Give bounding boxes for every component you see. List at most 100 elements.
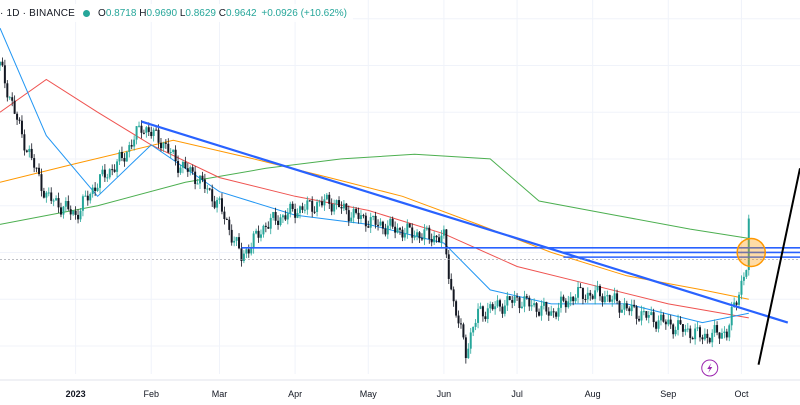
candle-body <box>608 295 611 302</box>
candle-body <box>694 328 697 340</box>
candle-body <box>581 287 584 299</box>
candle-body <box>659 314 662 321</box>
candle-body <box>299 206 301 214</box>
candle-body <box>155 129 158 131</box>
candle-body <box>511 300 514 303</box>
candle-body <box>513 296 516 303</box>
candle-body <box>647 315 650 318</box>
candle-body <box>11 97 14 101</box>
candle-body <box>172 149 175 153</box>
candle-body <box>277 220 280 225</box>
candle-body <box>403 233 406 238</box>
candle-body <box>484 316 487 320</box>
candle-body <box>369 217 372 228</box>
candle-body <box>28 148 31 152</box>
candle-body <box>533 303 536 306</box>
candle-body <box>218 198 221 200</box>
candle-body <box>235 237 238 241</box>
candle-body <box>113 169 116 172</box>
candle-body <box>38 167 41 175</box>
candle-body <box>69 209 72 215</box>
candle-body <box>462 324 465 338</box>
close-label: C <box>218 7 226 19</box>
candle-body <box>508 296 511 301</box>
candle-body <box>138 125 141 127</box>
candle-body <box>396 228 399 233</box>
candle-body <box>691 337 694 340</box>
candle-body <box>430 238 433 243</box>
x-tick-label: Apr <box>288 389 302 399</box>
candle-body <box>528 297 531 307</box>
candle-body <box>213 201 216 208</box>
candle-body <box>118 151 121 162</box>
candle-body <box>742 276 745 281</box>
candle-body <box>416 232 419 237</box>
market-status-icon <box>83 9 91 17</box>
candle-body <box>150 131 153 137</box>
candle-body <box>745 270 748 277</box>
candle-body <box>50 192 53 201</box>
candle-body <box>389 218 392 226</box>
candle-body <box>664 321 667 325</box>
candle-body <box>340 207 343 209</box>
candle-body <box>584 298 587 300</box>
candle-body <box>491 304 494 310</box>
candle-body <box>674 329 677 335</box>
candle-body <box>469 332 472 349</box>
candle-body <box>503 305 506 314</box>
candle-body <box>601 296 604 303</box>
candle-body <box>20 120 23 135</box>
candle-body <box>408 223 411 228</box>
candle-body <box>611 299 614 302</box>
candle-body <box>645 311 648 318</box>
candle-body <box>620 309 623 313</box>
candle-body <box>672 324 675 335</box>
candle-body <box>257 230 260 238</box>
candle-body <box>703 333 706 340</box>
candle-body <box>320 201 323 206</box>
candle-body <box>718 332 721 339</box>
candle-body <box>306 200 309 210</box>
candle-body <box>738 294 741 305</box>
candle-body <box>59 207 62 215</box>
candle-body <box>542 301 545 306</box>
candle-body <box>496 300 499 307</box>
candle-body <box>255 230 258 234</box>
candle-body <box>177 161 180 173</box>
candle-body <box>550 311 553 316</box>
candle-body <box>64 201 67 207</box>
candle-body <box>394 226 397 233</box>
candle-body <box>301 206 304 210</box>
candle-body <box>411 227 414 238</box>
candle-body <box>206 188 209 190</box>
candle-body <box>438 237 441 243</box>
candle-body <box>135 126 138 140</box>
candle-body <box>1 61 4 66</box>
candle-body <box>428 227 431 239</box>
candle-body <box>706 333 709 339</box>
candle-body <box>79 210 82 220</box>
candle-body <box>635 306 638 319</box>
candle-body <box>523 296 526 307</box>
candle-body <box>628 308 631 312</box>
low-value: 0.8629 <box>185 7 216 19</box>
symbol-label[interactable]: · 1D · BINANCE <box>0 7 76 19</box>
candle-body <box>486 308 489 320</box>
candle-body <box>684 329 687 332</box>
ma-mid-line <box>0 78 749 319</box>
low-label: L <box>179 7 186 19</box>
candle-body <box>506 296 509 306</box>
candle-body <box>313 211 316 213</box>
candle-body <box>433 235 436 243</box>
candle-body <box>630 304 633 312</box>
candle-body <box>701 337 704 340</box>
candle-body <box>281 215 284 218</box>
candle-body <box>372 215 375 218</box>
candle-body <box>359 215 362 219</box>
candle-body <box>406 223 409 234</box>
candle-body <box>516 296 519 298</box>
candle-body <box>91 187 94 195</box>
candle-body <box>667 319 670 325</box>
